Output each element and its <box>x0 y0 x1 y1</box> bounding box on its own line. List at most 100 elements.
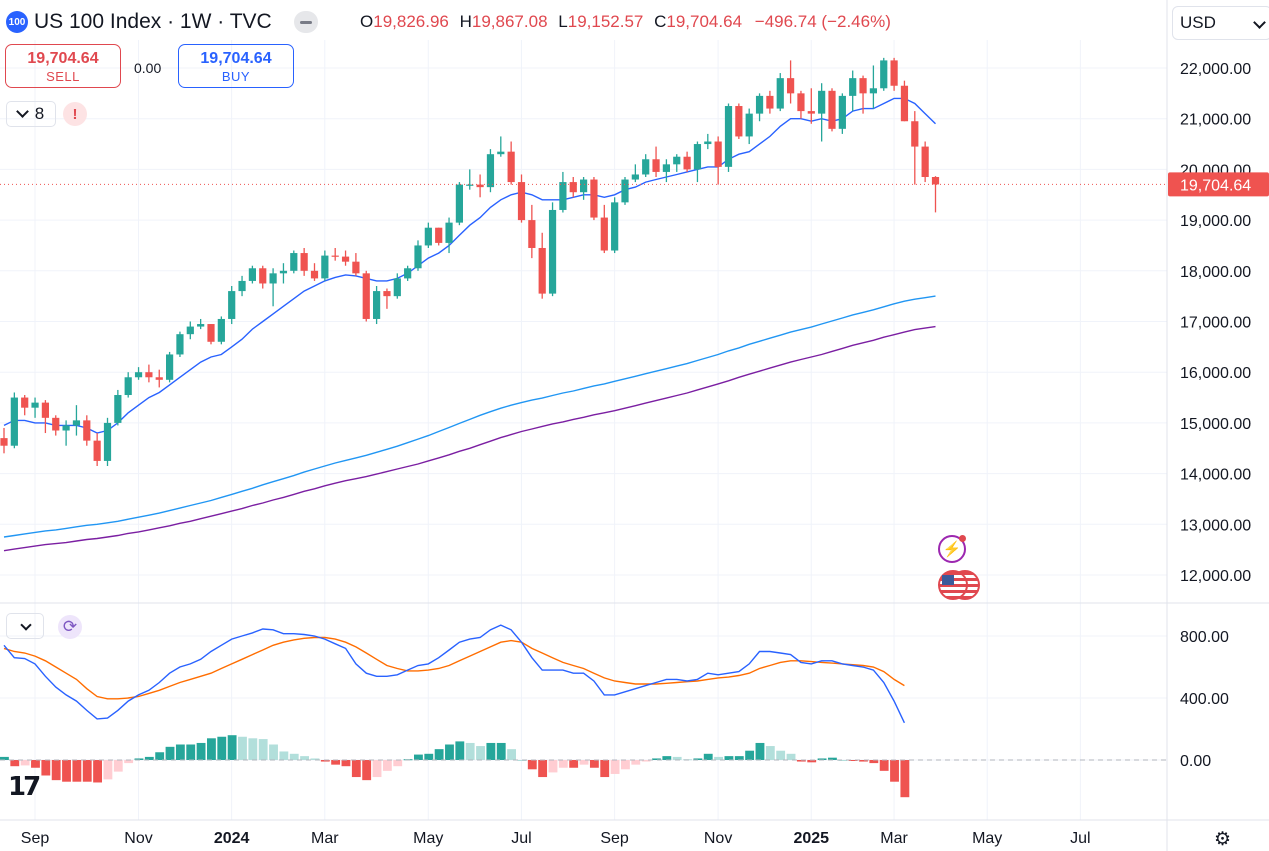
candle-body[interactable] <box>869 88 877 94</box>
candle-body[interactable] <box>10 397 18 446</box>
candle-body[interactable] <box>900 85 909 122</box>
candle-body[interactable] <box>714 141 722 167</box>
candle-body[interactable] <box>435 227 443 243</box>
currency-select[interactable]: USD <box>1172 6 1269 40</box>
candle-body[interactable] <box>704 141 712 145</box>
candle-body[interactable] <box>445 222 453 243</box>
candle-body[interactable] <box>217 318 225 342</box>
indicators-toggle[interactable]: 8 <box>6 101 56 127</box>
candle-body[interactable] <box>238 280 246 292</box>
candle-body[interactable] <box>569 182 577 193</box>
warning-icon[interactable]: ! <box>63 102 87 126</box>
candle-body[interactable] <box>776 78 784 109</box>
candle-body[interactable] <box>166 354 174 380</box>
sync-icon[interactable]: ⟳ <box>58 615 82 639</box>
candle-body[interactable] <box>828 90 836 129</box>
candle-body[interactable] <box>838 95 846 129</box>
candle-body[interactable] <box>466 184 474 186</box>
candle-body[interactable] <box>83 420 91 441</box>
candle-body[interactable] <box>517 182 526 221</box>
candle-body[interactable] <box>93 440 101 461</box>
candle-body[interactable] <box>631 174 639 180</box>
candle-body[interactable] <box>352 261 360 274</box>
candle-body[interactable] <box>931 177 940 185</box>
candle-body[interactable] <box>787 78 795 94</box>
candle-body[interactable] <box>259 268 267 284</box>
candle-body[interactable] <box>693 144 702 170</box>
candle-body[interactable] <box>41 402 49 418</box>
candle-body[interactable] <box>72 420 81 426</box>
candle-body[interactable] <box>290 253 298 271</box>
candle-body[interactable] <box>404 268 412 279</box>
candle-body[interactable] <box>880 60 888 89</box>
candle-body[interactable] <box>176 334 184 355</box>
candle-body[interactable] <box>497 151 505 155</box>
candle-body[interactable] <box>735 106 743 137</box>
candle-body[interactable] <box>652 159 660 172</box>
macd-pane[interactable] <box>0 624 910 798</box>
candle-body[interactable] <box>424 227 432 246</box>
buy-button[interactable]: 19,704.64 BUY <box>178 44 294 88</box>
candle-body[interactable] <box>279 270 288 274</box>
candle-body[interactable] <box>134 372 143 378</box>
candle-body[interactable] <box>341 256 350 262</box>
candle-body[interactable] <box>921 146 929 178</box>
candle-body[interactable] <box>662 164 670 172</box>
candle-body[interactable] <box>548 209 557 294</box>
candle-body[interactable] <box>621 179 629 203</box>
candle-body[interactable] <box>683 156 691 170</box>
symbol-title[interactable]: US 100 Index · 1W · TVC <box>34 10 272 33</box>
candle-body[interactable] <box>21 397 29 408</box>
candle-body[interactable] <box>155 377 163 380</box>
sell-button[interactable]: 19,704.64 SELL <box>5 44 121 88</box>
candle-body[interactable] <box>766 95 774 109</box>
candle-body[interactable] <box>890 60 898 86</box>
candle-body[interactable] <box>673 156 681 165</box>
candle-body[interactable] <box>186 326 194 335</box>
candle-body[interactable] <box>124 377 132 396</box>
candle-body[interactable] <box>145 372 153 378</box>
settings-gear-icon[interactable]: ⚙ <box>1214 829 1232 850</box>
candle-body[interactable] <box>383 291 391 297</box>
candle-body[interactable] <box>611 202 619 251</box>
candle-body[interactable] <box>580 179 588 193</box>
candle-body[interactable] <box>248 268 256 281</box>
candle-body[interactable] <box>393 278 401 297</box>
candle-body[interactable] <box>590 179 598 218</box>
candle-body[interactable] <box>300 253 308 271</box>
candle-body[interactable] <box>642 159 650 175</box>
candle-body[interactable] <box>528 220 536 248</box>
candle-body[interactable] <box>724 106 733 167</box>
candle-body[interactable] <box>62 425 70 431</box>
candle-body[interactable] <box>859 78 867 94</box>
candle-body[interactable] <box>559 182 567 210</box>
candle-body[interactable] <box>269 273 277 284</box>
candle-body[interactable] <box>755 95 764 114</box>
candle-body[interactable] <box>600 217 608 251</box>
tradingview-logo[interactable]: 17 <box>8 772 41 802</box>
candle-body[interactable] <box>849 78 857 96</box>
us-flag-event-icon[interactable] <box>938 570 968 600</box>
candle-body[interactable] <box>911 121 919 147</box>
candle-body[interactable] <box>818 90 826 114</box>
candle-body[interactable] <box>321 255 329 279</box>
candle-body[interactable] <box>373 291 381 319</box>
candle-body[interactable] <box>745 113 753 137</box>
candle-body[interactable] <box>52 417 60 431</box>
collapse-legend-button[interactable] <box>293 11 318 33</box>
candle-body[interactable] <box>797 93 805 112</box>
candlestick-series[interactable] <box>0 57 940 466</box>
candle-body[interactable] <box>228 291 236 319</box>
candle-body[interactable] <box>0 438 8 446</box>
candle-body[interactable] <box>486 154 495 188</box>
candle-body[interactable] <box>31 402 39 408</box>
symbol-header[interactable]: 100 US 100 Index · 1W · TVC <box>6 8 318 36</box>
candle-body[interactable] <box>331 255 339 257</box>
candle-body[interactable] <box>507 151 515 183</box>
candle-body[interactable] <box>414 245 422 269</box>
candle-body[interactable] <box>103 422 112 461</box>
candle-body[interactable] <box>207 324 215 342</box>
candle-body[interactable] <box>310 270 319 279</box>
candle-body[interactable] <box>455 184 463 223</box>
